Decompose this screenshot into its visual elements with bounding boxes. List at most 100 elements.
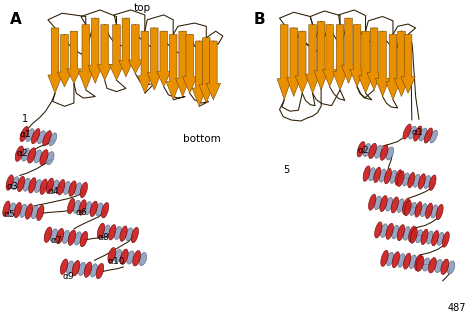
FancyArrow shape [358,31,373,93]
Ellipse shape [398,254,405,267]
Text: α9: α9 [62,272,74,281]
Ellipse shape [369,168,375,181]
Ellipse shape [386,147,394,160]
Ellipse shape [67,198,75,214]
FancyArrow shape [137,31,152,93]
Ellipse shape [381,224,388,238]
Ellipse shape [131,227,138,243]
Text: α1: α1 [412,128,424,137]
Ellipse shape [84,262,92,277]
Text: α1: α1 [19,130,31,139]
Ellipse shape [62,230,70,243]
FancyArrow shape [386,35,400,100]
Text: B: B [254,12,265,27]
Ellipse shape [3,201,10,216]
FancyArrow shape [147,28,162,90]
Ellipse shape [422,258,430,271]
Ellipse shape [420,204,427,217]
Ellipse shape [57,180,65,195]
Ellipse shape [379,169,386,182]
Ellipse shape [64,181,71,194]
FancyArrow shape [166,35,181,100]
Ellipse shape [428,258,437,273]
Ellipse shape [103,225,110,238]
Ellipse shape [96,203,103,216]
Ellipse shape [44,227,52,242]
FancyArrow shape [128,25,143,74]
FancyArrow shape [350,25,364,87]
Ellipse shape [390,170,397,183]
Ellipse shape [52,180,59,193]
Ellipse shape [31,206,38,219]
Ellipse shape [27,148,36,163]
Ellipse shape [97,223,105,239]
Ellipse shape [447,261,455,274]
Ellipse shape [413,174,420,187]
Text: 487: 487 [447,303,466,313]
FancyArrow shape [192,41,206,106]
Ellipse shape [374,196,382,210]
Ellipse shape [386,223,393,240]
Ellipse shape [72,261,80,276]
Ellipse shape [431,205,438,218]
Ellipse shape [392,252,400,268]
FancyArrow shape [67,31,81,84]
Ellipse shape [409,226,416,242]
FancyArrow shape [375,31,390,96]
Ellipse shape [421,229,428,245]
Ellipse shape [96,263,104,279]
Ellipse shape [402,173,410,186]
Ellipse shape [410,202,417,215]
Ellipse shape [133,251,141,266]
Ellipse shape [127,251,134,264]
Ellipse shape [408,172,415,188]
Ellipse shape [363,143,371,157]
Ellipse shape [23,178,30,191]
Text: α5: α5 [3,210,15,219]
Ellipse shape [25,204,33,219]
Ellipse shape [416,256,424,271]
Ellipse shape [40,150,48,165]
Text: α10: α10 [107,257,125,266]
Ellipse shape [108,247,116,263]
Ellipse shape [409,255,416,268]
FancyArrow shape [175,31,190,96]
Ellipse shape [374,167,381,183]
Ellipse shape [68,230,76,245]
Ellipse shape [409,126,416,139]
Text: α8: α8 [98,233,109,242]
FancyArrow shape [295,31,310,93]
Ellipse shape [410,228,418,243]
Ellipse shape [50,229,58,242]
Ellipse shape [80,182,88,198]
Ellipse shape [441,259,449,274]
FancyArrow shape [367,28,381,90]
Ellipse shape [126,228,133,241]
FancyArrow shape [206,41,220,100]
Ellipse shape [402,198,410,215]
Ellipse shape [430,130,438,143]
FancyArrow shape [286,28,301,96]
Ellipse shape [381,250,388,266]
Ellipse shape [435,260,442,272]
Ellipse shape [424,128,432,143]
Ellipse shape [403,124,411,139]
Text: 1: 1 [22,114,28,124]
Ellipse shape [397,171,404,187]
Ellipse shape [69,181,76,196]
Ellipse shape [90,264,98,277]
Ellipse shape [368,194,376,210]
Ellipse shape [114,226,121,240]
Ellipse shape [437,232,444,245]
Ellipse shape [386,197,393,211]
FancyArrow shape [156,31,171,87]
Ellipse shape [26,129,34,141]
Ellipse shape [424,175,430,189]
Ellipse shape [384,168,392,184]
Ellipse shape [18,176,25,192]
Ellipse shape [74,183,82,196]
Text: α6: α6 [75,208,87,217]
Ellipse shape [392,225,399,239]
Ellipse shape [432,231,438,246]
Ellipse shape [415,202,422,217]
